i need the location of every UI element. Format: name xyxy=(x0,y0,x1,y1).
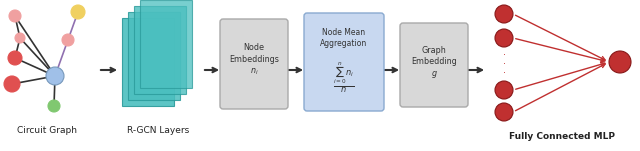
Text: Graph
Embedding
$g$: Graph Embedding $g$ xyxy=(411,46,457,80)
Circle shape xyxy=(495,81,513,99)
FancyBboxPatch shape xyxy=(140,0,192,88)
FancyBboxPatch shape xyxy=(400,23,468,107)
Circle shape xyxy=(495,5,513,23)
Circle shape xyxy=(71,5,85,19)
FancyBboxPatch shape xyxy=(304,13,384,111)
Circle shape xyxy=(15,33,25,43)
Text: R-GCN Layers: R-GCN Layers xyxy=(127,126,189,135)
Circle shape xyxy=(495,103,513,121)
Text: ·
·
·: · · · xyxy=(502,50,506,78)
Circle shape xyxy=(46,67,64,85)
Text: Node
Embeddings
$n_i$: Node Embeddings $n_i$ xyxy=(229,43,279,77)
Circle shape xyxy=(62,34,74,46)
Text: Circuit Graph: Circuit Graph xyxy=(17,126,77,135)
Text: Node Mean
Aggregation: Node Mean Aggregation xyxy=(321,28,367,48)
FancyBboxPatch shape xyxy=(220,19,288,109)
Circle shape xyxy=(4,76,20,92)
Circle shape xyxy=(48,100,60,112)
Circle shape xyxy=(495,29,513,47)
Circle shape xyxy=(9,10,21,22)
Text: $\frac{\sum_{i=0}^{n} n_i}{n}$: $\frac{\sum_{i=0}^{n} n_i}{n}$ xyxy=(333,61,355,95)
Circle shape xyxy=(609,51,631,73)
Text: Fully Connected MLP: Fully Connected MLP xyxy=(509,132,615,141)
FancyBboxPatch shape xyxy=(128,12,180,100)
FancyBboxPatch shape xyxy=(122,18,174,106)
Circle shape xyxy=(8,51,22,65)
FancyBboxPatch shape xyxy=(134,6,186,94)
